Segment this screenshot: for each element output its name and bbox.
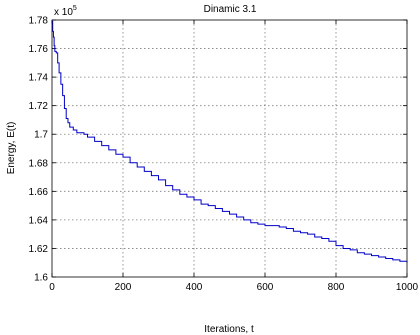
x-tick-label: 600 [257, 282, 274, 293]
y-tick-label: 1.62 [29, 244, 49, 255]
y-scale-factor: x 105 [54, 5, 77, 18]
y-tick-label: 1.78 [29, 16, 49, 27]
plot-area [52, 20, 407, 277]
series-line [52, 20, 408, 263]
x-tick-label: 1000 [396, 282, 419, 293]
y-tick-label: 1.74 [29, 73, 49, 84]
x-tick-label: 0 [49, 282, 55, 293]
plot-frame [51, 19, 408, 278]
grid [52, 20, 407, 277]
y-tick-label: 1.76 [29, 44, 49, 55]
x-tick-label: 400 [186, 282, 203, 293]
y-tick-label: 1.68 [29, 158, 49, 169]
y-tick-label: 1.64 [29, 215, 49, 226]
y-tick-label: 1.6 [34, 273, 48, 284]
y-tick-label: 1.7 [34, 130, 48, 141]
x-tick-label: 200 [115, 282, 132, 293]
x-tick-labels: 0 200 400 600 800 1000 [49, 282, 418, 293]
y-tick-labels: 1.6 1.62 1.64 1.66 1.68 1.7 1.72 1.74 1.76 1.78 [29, 16, 49, 284]
y-tick-label: 1.66 [29, 187, 49, 198]
y-axis-label: Energy, E(t) [6, 122, 17, 175]
x-axis-label: Iterations, t [204, 324, 254, 335]
chart-title: Dinamic 3.1 [204, 4, 257, 15]
y-tick-label: 1.72 [29, 101, 49, 112]
x-tick-label: 800 [328, 282, 345, 293]
